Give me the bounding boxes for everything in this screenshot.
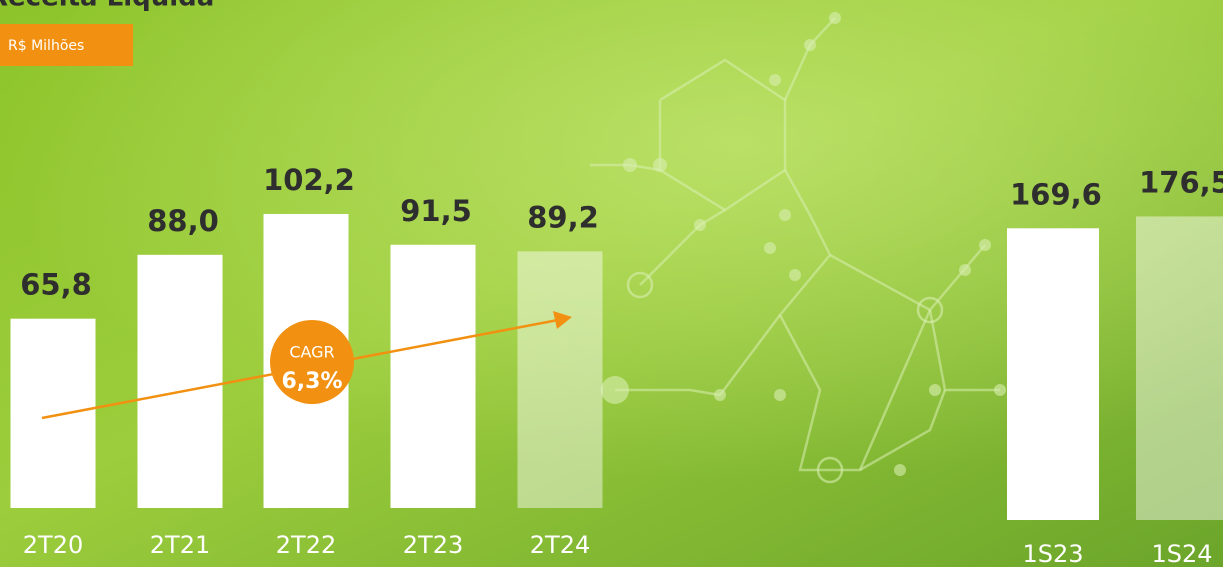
value-label: 102,2 <box>263 163 355 197</box>
category-label: 1S23 <box>1022 540 1083 567</box>
value-label: 88,0 <box>147 204 219 238</box>
value-label: 176,5 <box>1139 165 1223 199</box>
bar <box>11 319 96 508</box>
value-label: 91,5 <box>400 194 472 228</box>
category-label: 1S24 <box>1151 540 1212 567</box>
value-label: 169,6 <box>1010 177 1102 211</box>
page: {"chart_data": [ {"type": "bar", "title"… <box>0 0 1223 567</box>
bar <box>1007 228 1099 520</box>
cagr-title: CAGR <box>289 343 334 362</box>
bar <box>391 245 476 508</box>
chart: Receita Líquida R$ Milhões 65,8 2T20 88,0 2… <box>0 0 1223 567</box>
chart-title: Receita Líquida <box>0 0 214 13</box>
category-label: 2T20 <box>23 531 83 559</box>
bar <box>1136 216 1223 520</box>
cagr-value: 6,3% <box>281 369 342 394</box>
category-label: 2T22 <box>276 531 336 559</box>
bar <box>138 255 223 508</box>
bar <box>518 251 603 508</box>
subtitle: R$ Milhões <box>8 38 84 54</box>
value-label: 65,8 <box>20 268 92 302</box>
category-label: 2T21 <box>150 531 210 559</box>
category-label: 2T23 <box>403 531 463 559</box>
value-label: 89,2 <box>527 200 599 234</box>
category-label: 2T24 <box>530 531 590 559</box>
